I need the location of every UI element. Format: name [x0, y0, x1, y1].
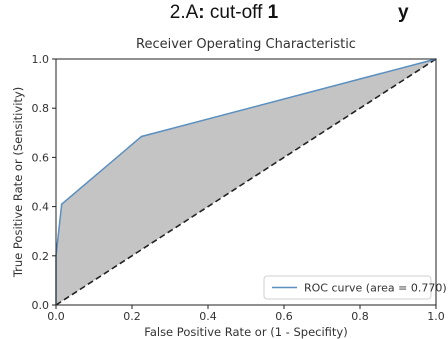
roc-area-fill-layer: [56, 59, 436, 305]
heading-colon: :: [198, 2, 205, 23]
chart-legend: ROC curve (area = 0.770): [263, 275, 447, 300]
y-tick-label: 0.0: [32, 299, 50, 312]
roc-curve-point: [60, 203, 63, 205]
x-tick-label: 0.8: [351, 310, 369, 323]
y-axis-ticks: 0.0 0.2 0.4 0.6 0.8 1.0: [32, 53, 56, 312]
heading-clipped-letter: y: [398, 2, 409, 23]
roc-curve-point: [140, 135, 143, 138]
y-tick-label: 0.2: [32, 250, 50, 263]
figure-heading: 2.A: cut-off 1 y: [0, 2, 448, 24]
x-tick-label: 0.4: [199, 310, 217, 323]
x-tick-label: 0.6: [275, 310, 293, 323]
heading-prefix: 2.A: [169, 2, 199, 23]
x-axis-label: False Positive Rate or (1 - Specifity): [144, 325, 347, 339]
x-tick-label: 0.2: [123, 310, 141, 323]
x-axis-ticks: 0.0 0.2 0.4 0.6 0.8 1.0: [47, 305, 445, 323]
chart-title: Receiver Operating Characteristic: [136, 37, 356, 52]
heading-text: cut-off: [209, 2, 263, 23]
x-tick-label: 0.0: [47, 310, 65, 323]
x-tick-label: 1.0: [427, 310, 445, 323]
roc-area-fill: [56, 59, 436, 305]
roc-chart: Receiver Operating Characteristic 0.0 0.2…: [11, 37, 447, 339]
y-tick-label: 0.6: [32, 151, 50, 164]
y-tick-label: 0.8: [32, 102, 50, 115]
plot-frame: [55, 58, 437, 306]
legend-box: [263, 275, 432, 300]
y-axis-label: True Positive Rate or (Sensitivity): [11, 87, 25, 278]
y-tick-label: 1.0: [32, 53, 50, 66]
y-tick-label: 0.4: [32, 201, 50, 214]
heading-cutoff-value: 1: [267, 2, 279, 23]
legend-label-roc-curve: ROC curve (area = 0.770): [304, 282, 447, 295]
